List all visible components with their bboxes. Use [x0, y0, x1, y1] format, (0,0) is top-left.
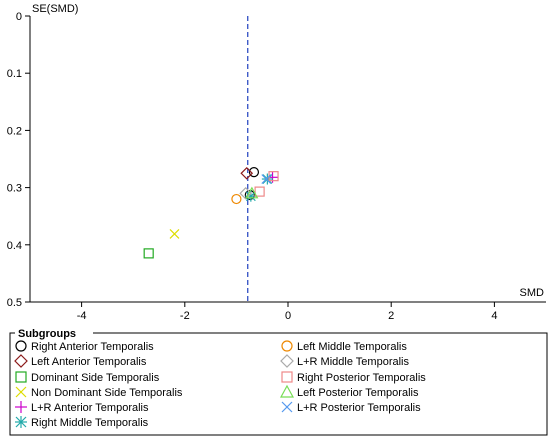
marker-triangle [279, 384, 295, 398]
y-tick-label: 0.5 [7, 297, 22, 309]
y-tick-label: 0.3 [7, 183, 22, 195]
data-point [245, 186, 259, 199]
legend-item: Non Dominant Side Temporalis [15, 386, 183, 399]
series-left-posterior-temporalis [245, 186, 259, 199]
series-l-r-posterior-temporalis [261, 174, 272, 184]
y-tick-label: 0.1 [7, 68, 22, 80]
legend-label: Non Dominant Side Temporalis [31, 387, 183, 399]
marker-diamond [280, 354, 294, 368]
marker-x-stroke [281, 401, 293, 413]
series-left-middle-temporalis [231, 193, 242, 205]
legend-label: L+R Middle Temporalis [297, 356, 409, 368]
legend-item: Dominant Side Temporalis [15, 371, 160, 384]
x-axis-label: SMD [520, 287, 545, 299]
legend-box [9, 332, 548, 436]
legend-item: Right Posterior Temporalis [281, 371, 426, 384]
legend-title: Subgroups [18, 328, 76, 340]
x-tick-label: 4 [491, 310, 497, 322]
y-tick-label: 0.4 [7, 240, 22, 252]
marker-circle [248, 167, 260, 178]
data-point [143, 248, 154, 259]
marker-x-stroke [15, 386, 27, 398]
marker-circle [281, 340, 293, 352]
marker-circle [231, 193, 242, 205]
legend-label: Dominant Side Temporalis [31, 372, 160, 384]
marker-x-stroke [169, 229, 180, 239]
marker-square [254, 186, 265, 197]
series-dominant-side-temporalis [143, 248, 154, 259]
marker-square [15, 371, 27, 383]
legend-label: Left Posterior Temporalis [297, 387, 419, 399]
marker-asterisk-stroke [15, 416, 27, 428]
legend-item: Right Middle Temporalis [15, 416, 149, 429]
y-tick-label: 0 [16, 11, 22, 23]
marker-square [281, 371, 293, 383]
legend-item: L+R Middle Temporalis [280, 354, 409, 368]
data-point [231, 193, 242, 205]
legend-item: Left Posterior Temporalis [279, 384, 419, 399]
legend-item: Right Anterior Temporalis [15, 340, 154, 353]
plot-area [143, 16, 279, 302]
axes: SE(SMD) SMD 0 0.1 0.2 0.3 0.4 0.5 -4 -2 0 2 4 [7, 3, 546, 322]
legend: Subgroups Right Anterior Temporalis Left … [9, 327, 548, 436]
x-tick-label: 2 [388, 310, 394, 322]
legend-item: L+R Anterior Temporalis [15, 401, 149, 414]
data-point [248, 167, 260, 178]
legend-title-background [15, 327, 93, 339]
series-non-dominant-side-temporalis [169, 229, 180, 239]
legend-item: Left Middle Temporalis [281, 340, 407, 353]
series-left-anterior-temporalis [240, 166, 254, 180]
data-point [254, 186, 265, 197]
marker-asterisk-stroke [245, 191, 256, 202]
data-point [261, 174, 272, 184]
marker-diamond [14, 354, 28, 368]
series-right-middle-temporalis [245, 173, 273, 202]
x-tick-label: -2 [180, 310, 190, 322]
legend-label: Right Posterior Temporalis [297, 372, 426, 384]
legend-label: Left Anterior Temporalis [31, 356, 147, 368]
legend-item: Left Anterior Temporalis [14, 354, 147, 368]
legend-item: L+R Posterior Temporalis [281, 401, 421, 414]
marker-x-stroke [261, 174, 272, 184]
marker-asterisk-stroke [262, 174, 273, 184]
legend-label: L+R Posterior Temporalis [297, 402, 421, 414]
y-tick-label: 0.2 [7, 125, 22, 137]
x-tick-label: 0 [285, 310, 291, 322]
series-right-posterior-temporalis [254, 171, 279, 197]
legend-label: Right Middle Temporalis [31, 417, 149, 429]
marker-square [143, 248, 154, 259]
marker-diamond [240, 166, 254, 180]
legend-label: L+R Anterior Temporalis [31, 402, 149, 414]
marker-circle [15, 340, 27, 352]
legend-label: Left Middle Temporalis [297, 341, 407, 353]
data-point [261, 173, 273, 185]
legend-label: Right Anterior Temporalis [31, 341, 154, 353]
marker-triangle [245, 186, 259, 199]
data-point [240, 166, 254, 180]
y-axis-label: SE(SMD) [32, 3, 78, 15]
x-tick-label: -4 [77, 310, 87, 322]
data-point [169, 229, 180, 239]
